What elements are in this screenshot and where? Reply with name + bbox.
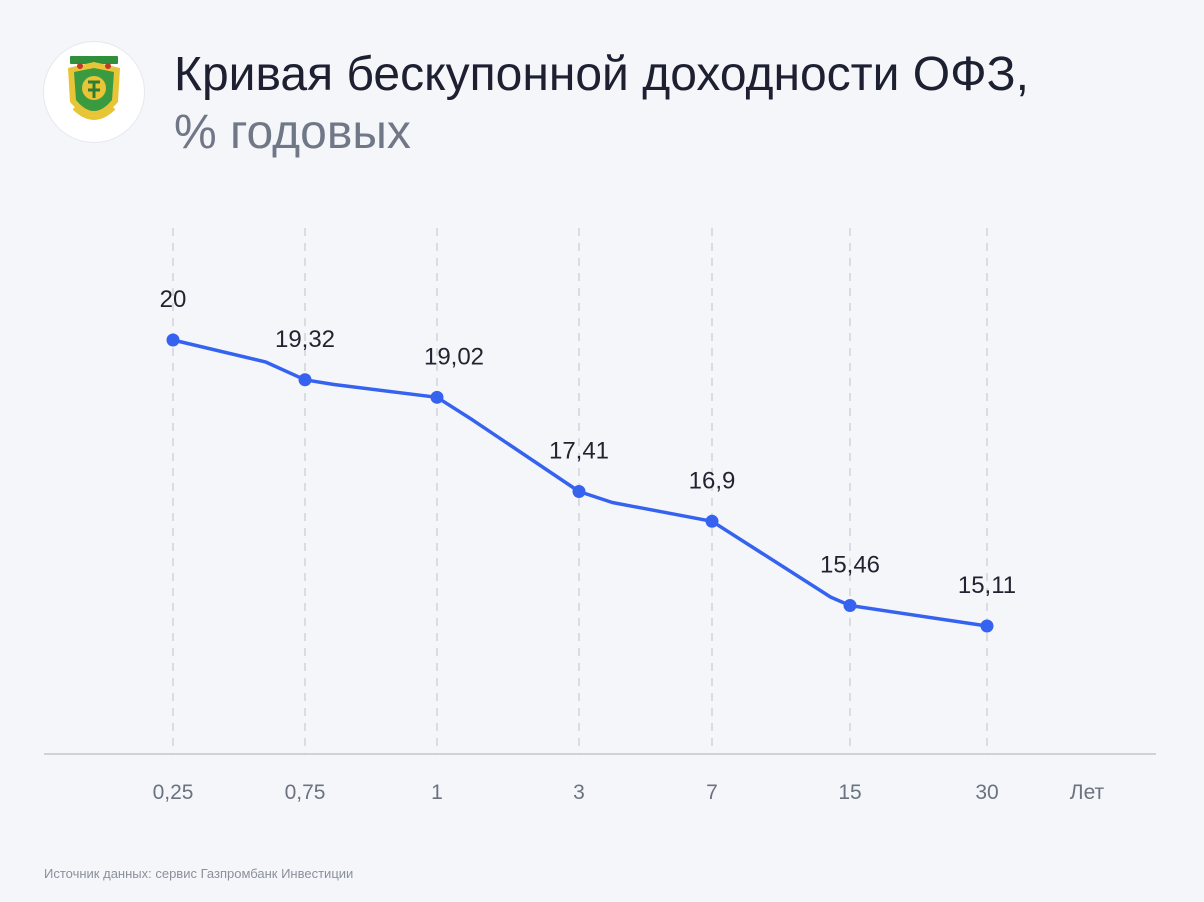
- x-axis-unit-label: Лет: [1070, 781, 1105, 804]
- data-label: 15,11: [958, 572, 1016, 599]
- page-title: Кривая бескупонной доходности ОФЗ,% годо…: [174, 46, 1154, 162]
- title-main: Кривая бескупонной доходности ОФЗ,: [174, 48, 1029, 101]
- russian-finance-ministry-emblem-icon: [68, 56, 120, 120]
- x-tick-label: 30: [975, 781, 998, 804]
- x-tick-labels: 0,25 0,75 1 3 7 15 30: [153, 781, 999, 804]
- data-point: [166, 333, 180, 347]
- data-label: 17,41: [549, 437, 609, 464]
- finance-ministry-logo: [44, 42, 144, 142]
- data-point: [430, 390, 444, 404]
- x-tick-label: 7: [706, 781, 718, 804]
- series-line: [171, 338, 989, 628]
- data-label: 19,32: [275, 326, 335, 353]
- x-tick-label: 1: [431, 781, 443, 804]
- data-label: 19,02: [424, 343, 484, 370]
- yield-curve-chart: 20 19,32 19,02 17,41 16,9 15,46 15,11 0,25 0,75…: [44, 228, 1156, 804]
- x-tick-label: 3: [573, 781, 585, 804]
- data-point: [843, 599, 857, 613]
- title-unit: % годовых: [174, 106, 411, 159]
- x-tick-label: 15: [838, 781, 861, 804]
- data-point: [980, 619, 994, 633]
- data-points: [166, 333, 994, 633]
- data-labels: 20 19,32 19,02 17,41 16,9 15,46 15,11: [160, 286, 1016, 599]
- source-note: Источник данных: сервис Газпромбанк Инве…: [44, 866, 354, 881]
- series-line-layer: [171, 338, 989, 628]
- x-tick-label: 0,75: [285, 781, 326, 804]
- data-point: [572, 484, 586, 498]
- x-tick-label: 0,25: [153, 781, 194, 804]
- data-point: [298, 373, 312, 387]
- data-label: 16,9: [689, 467, 736, 494]
- data-label: 15,46: [820, 552, 880, 579]
- data-point: [705, 514, 719, 528]
- grid-lines: [172, 228, 988, 754]
- data-label: 20: [160, 286, 187, 313]
